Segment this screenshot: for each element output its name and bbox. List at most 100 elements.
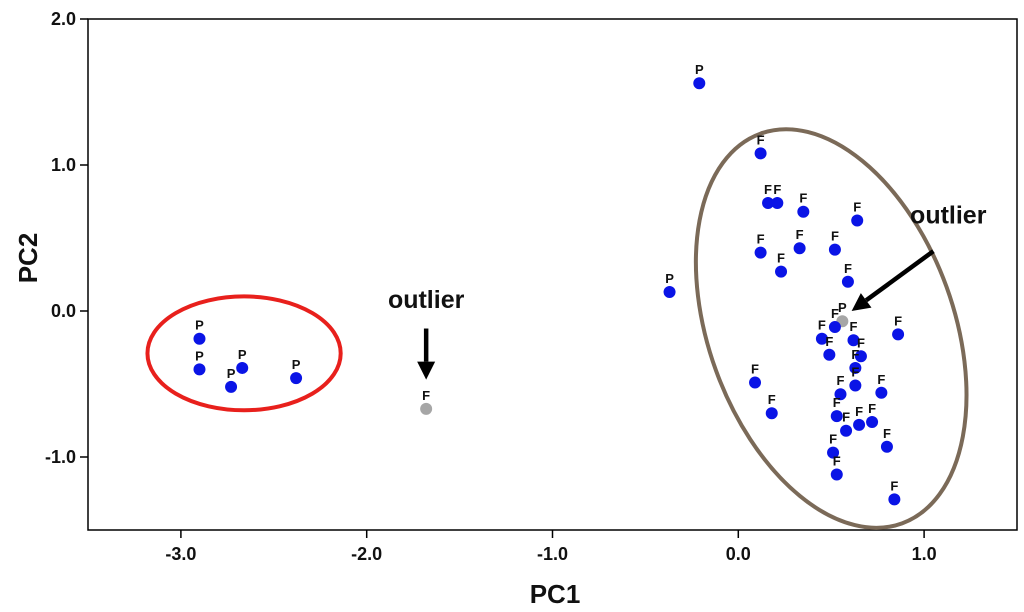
point-label: F <box>842 410 850 425</box>
data-point <box>840 424 853 437</box>
data-point <box>853 418 866 431</box>
point-label: F <box>825 334 833 349</box>
x-axis-title: PC1 <box>530 579 581 609</box>
y-tick-label: -1.0 <box>45 447 76 467</box>
x-tick-label: -2.0 <box>351 544 382 564</box>
data-point <box>663 286 676 299</box>
data-point <box>754 147 767 160</box>
annotation-label: outlier <box>910 201 987 229</box>
data-point <box>892 328 905 341</box>
data-point <box>193 363 206 376</box>
data-point <box>193 332 206 345</box>
point-label: F <box>844 261 852 276</box>
point-label: F <box>796 227 804 242</box>
annotation-arrow-head <box>417 361 436 380</box>
group-ellipses <box>145 127 969 530</box>
point-label: F <box>851 364 859 379</box>
y-tick-label: 1.0 <box>51 155 76 175</box>
data-point <box>828 321 841 334</box>
point-label: F <box>757 132 765 147</box>
point-label: F <box>850 319 858 334</box>
data-point <box>815 332 828 345</box>
annotations: outlier outlier <box>388 201 987 380</box>
data-point <box>290 372 303 385</box>
point-label: F <box>773 182 781 197</box>
point-label: P <box>227 366 236 381</box>
point-label: F <box>833 395 841 410</box>
point-label: F <box>853 199 861 214</box>
ellipse-f-group <box>693 127 969 530</box>
point-label: F <box>831 229 839 244</box>
y-tick-label: 2.0 <box>51 9 76 29</box>
annotation-label: outlier <box>388 286 465 314</box>
data-point <box>793 242 806 255</box>
point-label: P <box>195 318 204 333</box>
data-point <box>849 379 862 392</box>
data-point <box>762 196 775 209</box>
annotation-arrow-head <box>851 293 872 311</box>
data-point <box>851 214 864 227</box>
point-label: P <box>292 357 301 372</box>
data-point <box>765 407 778 420</box>
data-point <box>771 196 784 209</box>
point-label: F <box>768 392 776 407</box>
point-label: F <box>751 362 759 377</box>
annotation-arrow-shaft <box>864 249 935 303</box>
point-label: F <box>757 232 765 247</box>
point-label: F <box>890 478 898 493</box>
point-label: F <box>857 335 865 350</box>
y-tick-label: 0.0 <box>51 301 76 321</box>
data-point <box>875 386 888 399</box>
point-label: F <box>799 191 807 206</box>
point-label: F <box>883 426 891 441</box>
data-point <box>225 380 238 393</box>
point-label: F <box>829 432 837 447</box>
data-point <box>849 361 862 374</box>
point-label: F <box>855 404 863 419</box>
point-label: F <box>868 401 876 416</box>
point-label: F <box>837 373 845 388</box>
data-point <box>236 361 249 374</box>
data-point <box>834 388 847 401</box>
data-point <box>866 415 879 428</box>
data-point <box>830 468 843 481</box>
outlier-point <box>420 402 433 415</box>
data-point <box>775 265 788 278</box>
x-axis-ticks: -3.0 -2.0 -1.0 0.0 1.0 <box>165 530 937 564</box>
point-label: F <box>777 251 785 266</box>
x-tick-label: -1.0 <box>537 544 568 564</box>
data-point <box>749 376 762 389</box>
data-point <box>888 493 901 506</box>
point-label: F <box>422 388 430 403</box>
point-label: F <box>818 318 826 333</box>
point-label: P <box>665 271 674 286</box>
point-label: F <box>877 372 885 387</box>
y-axis-title: PC2 <box>13 233 43 284</box>
point-label: F <box>894 313 902 328</box>
y-axis-ticks: 2.0 1.0 0.0 -1.0 <box>45 9 88 467</box>
data-point <box>841 275 854 288</box>
point-label: F <box>831 306 839 321</box>
data-point <box>754 246 767 259</box>
data-point <box>854 350 867 363</box>
point-label: F <box>851 347 859 362</box>
plot-border <box>87 18 1018 531</box>
x-tick-label: 0.0 <box>726 544 751 564</box>
x-tick-label: 1.0 <box>912 544 937 564</box>
point-label: P <box>238 347 247 362</box>
data-point <box>823 348 836 361</box>
data-point <box>797 205 810 218</box>
data-point <box>847 334 860 347</box>
plot-frame <box>87 18 1018 531</box>
point-label: P <box>195 348 204 363</box>
data-point <box>830 410 843 423</box>
ellipse-p-group <box>145 294 343 413</box>
point-label: F <box>833 454 841 469</box>
data-point <box>693 77 706 90</box>
data-point <box>880 440 893 453</box>
point-label: P <box>838 300 847 315</box>
x-tick-label: -3.0 <box>165 544 196 564</box>
data-point <box>828 243 841 256</box>
